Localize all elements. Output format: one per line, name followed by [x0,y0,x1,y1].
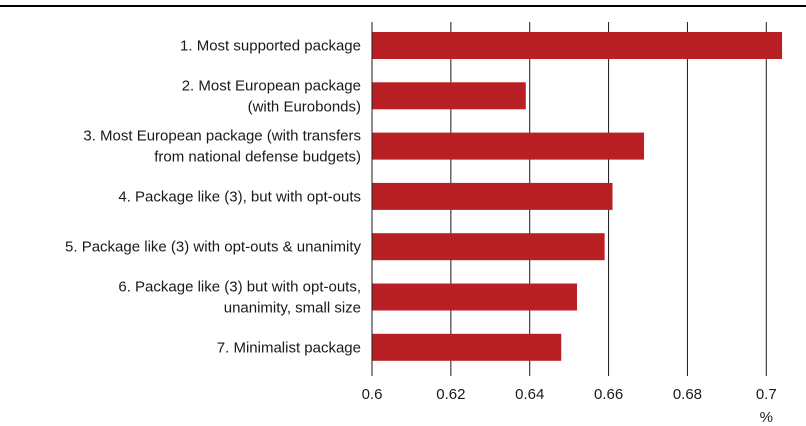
bars [372,32,783,361]
category-label: 2. Most European package [182,77,361,94]
x-tick-label: 0.64 [515,386,544,403]
bar [372,283,578,311]
x-tick-label: 0.7 [756,386,777,403]
x-tick-label: 0.62 [436,386,465,403]
bar [372,82,526,110]
category-label: 4. Package like (3), but with opt-outs [118,188,361,205]
x-tick-label: 0.66 [594,386,623,403]
x-unit-label: % [760,409,773,426]
category-label: 1. Most supported package [180,38,361,55]
bar [372,233,605,261]
x-tick-label: 0.68 [673,386,702,403]
bar [372,132,645,160]
category-label: 5. Package like (3) with opt-outs & unan… [65,239,361,256]
category-label: 6. Package like (3) but with opt-outs, [118,279,361,296]
x-tick-labels: 0.6 0.62 0.64 0.66 0.68 0.7 [362,386,777,403]
x-tick-label: 0.6 [362,386,383,403]
category-labels: 1. Most supported package 2. Most Europea… [65,38,361,357]
bar [372,32,783,59]
category-label: unanimity, small size [224,300,361,317]
category-label: 3. Most European package (with transfers [83,128,361,145]
category-label: (with Eurobonds) [248,98,361,115]
category-label: from national defense budgets) [154,149,361,166]
bar [372,333,562,361]
category-label: 7. Minimalist package [217,339,361,356]
bar [372,182,613,210]
